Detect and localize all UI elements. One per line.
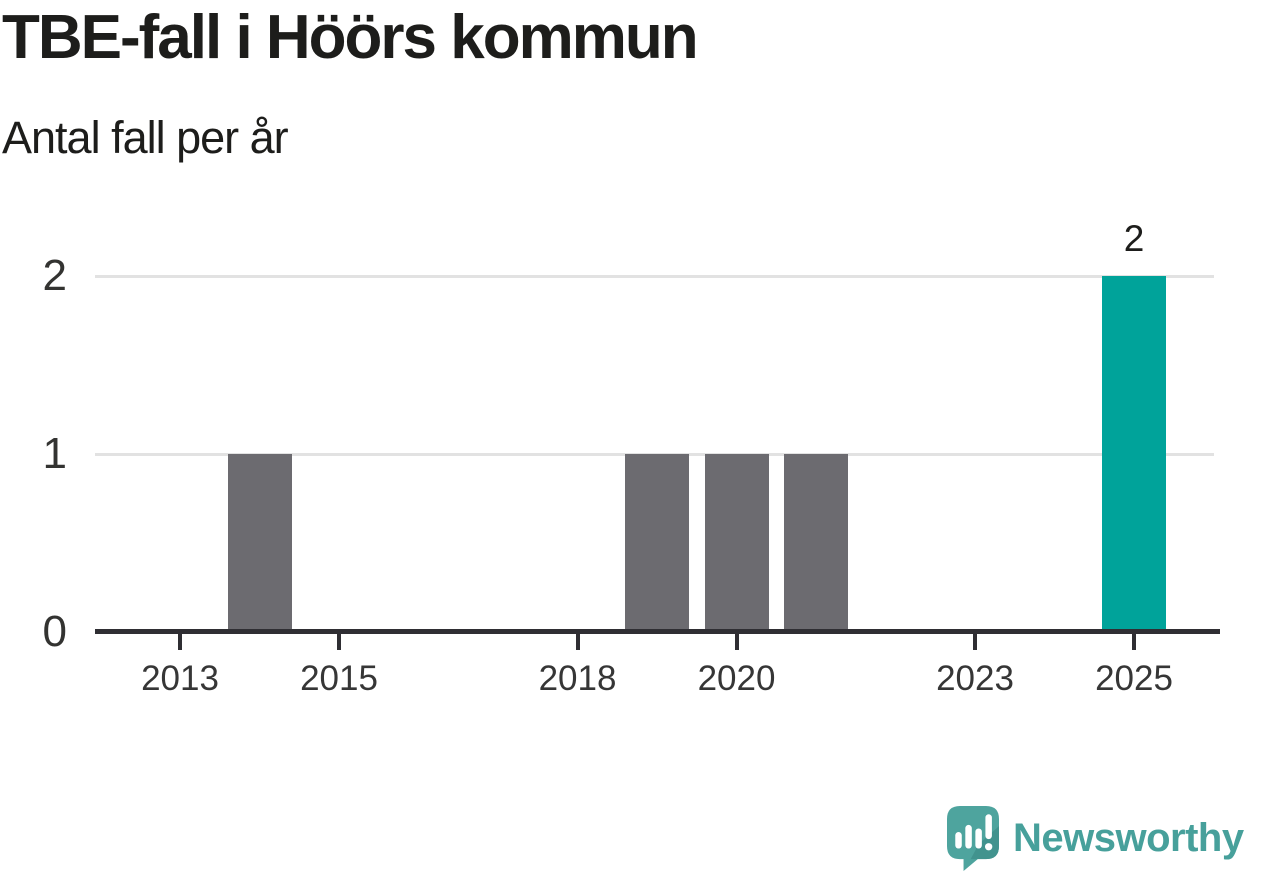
x-tick-2018 [575,634,580,650]
x-tick-2023 [973,634,977,650]
bar-value-label-2025: 2 [1123,218,1145,259]
page-subtitle: Antal fall per år [2,112,289,163]
bar-2019 [625,454,689,632]
brand-name: Newsworthy [1013,816,1244,860]
x-axis-line [95,629,1220,634]
y-tick-label-1: 1 [42,429,67,478]
x-tick-label-2013: 2013 [141,659,219,698]
x-tick-2013 [178,634,182,650]
newsworthy-logo: Newsworthy [947,806,1244,871]
y-tick-label-2: 2 [42,251,67,300]
x-tick-label-2025: 2025 [1095,659,1173,698]
bar-2020 [704,454,769,632]
page-title: TBE-fall i Höörs kommun [2,3,699,72]
x-tick-label-2020: 2020 [697,659,776,698]
y-tick-label-0: 0 [42,607,67,656]
x-tick-2020 [734,634,739,650]
newsworthy-speech-bubble-bar-chart-icon [947,806,999,871]
x-tick-2025 [1132,634,1136,650]
gridline-y2 [95,275,1214,278]
x-tick-label-2018: 2018 [538,659,617,698]
x-tick-2015 [337,634,341,650]
bar-2025 [1102,276,1166,632]
x-tick-label-2015: 2015 [300,659,378,698]
x-tick-label-2023: 2023 [936,659,1014,698]
bar-2021 [784,454,848,632]
bar-2014 [227,454,292,632]
